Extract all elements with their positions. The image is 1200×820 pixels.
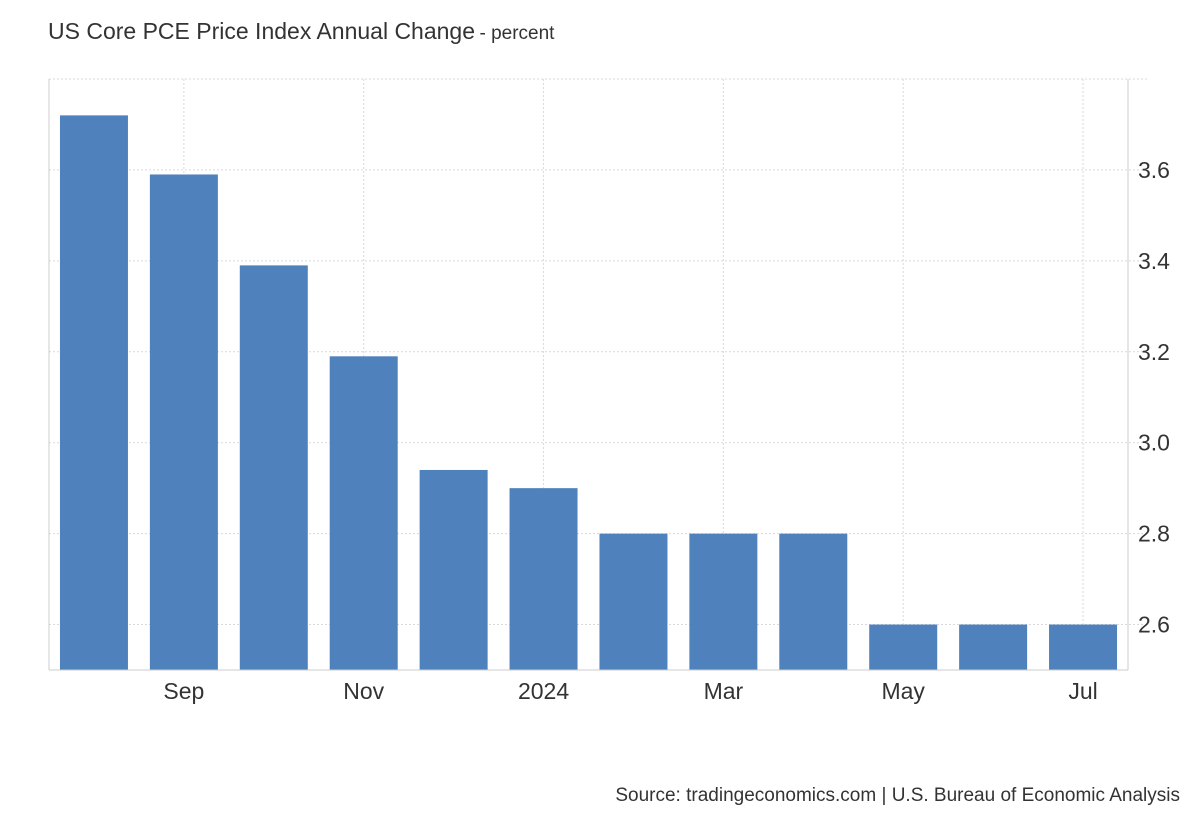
bar-nov-2023	[329, 356, 398, 670]
y-tick-label: 3.0	[1138, 430, 1170, 456]
x-tick-label: Jul	[1068, 678, 1097, 704]
x-tick-label: 2024	[518, 678, 569, 704]
grid	[49, 78, 1148, 670]
y-tick-label: 2.6	[1138, 612, 1170, 638]
y-tick-label: 2.8	[1138, 521, 1170, 547]
bar-oct-2023	[239, 265, 308, 670]
bar-mar-2024	[689, 533, 758, 670]
bar-jul-2024	[1049, 624, 1118, 670]
bar-aug-2023	[59, 115, 128, 670]
bar-feb-2024	[599, 533, 668, 670]
bar-dec-2023	[419, 469, 488, 670]
y-tick-label: 3.2	[1138, 339, 1170, 365]
axes	[48, 79, 1129, 671]
x-tick-label: May	[881, 678, 925, 704]
x-tick-label: Mar	[704, 678, 744, 704]
y-tick-label: 3.6	[1138, 157, 1170, 183]
tick-labels: 2.6 2.8 3.0 3.2 3.4 3.6 Sep Nov 2024 Mar May Jul	[163, 157, 1170, 704]
bar-apr-2024	[779, 533, 848, 670]
y-tick-label: 3.4	[1138, 248, 1170, 274]
chart-title: US Core PCE Price Index Annual Change - …	[48, 18, 554, 45]
chart-unit: - percent	[479, 23, 555, 44]
bars	[59, 115, 1118, 670]
x-tick-label: Nov	[343, 678, 384, 704]
chart-title-text: US Core PCE Price Index Annual Change	[48, 18, 476, 44]
source-note: Source: tradingeconomics.com | U.S. Bure…	[615, 785, 1180, 806]
bar-jan-2024	[509, 488, 578, 670]
bar-sep-2023	[149, 174, 218, 670]
bar-may-2024	[869, 624, 938, 670]
bar-jun-2024	[959, 624, 1028, 670]
x-tick-label: Sep	[163, 678, 204, 704]
